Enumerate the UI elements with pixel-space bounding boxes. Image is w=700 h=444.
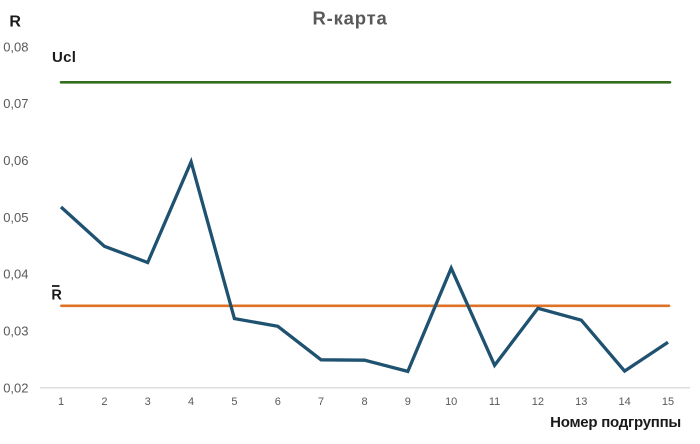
svg-text:12: 12	[532, 396, 544, 408]
svg-text:10: 10	[445, 396, 457, 408]
svg-text:Ucl: Ucl	[52, 49, 76, 66]
svg-text:0,08: 0,08	[3, 39, 28, 54]
svg-text:11: 11	[489, 396, 500, 408]
svg-text:2: 2	[101, 396, 107, 408]
svg-text:0,05: 0,05	[3, 210, 28, 225]
svg-text:0,06: 0,06	[3, 153, 28, 168]
svg-text:9: 9	[405, 396, 411, 408]
svg-text:4: 4	[188, 396, 194, 408]
svg-text:8: 8	[361, 396, 367, 408]
svg-text:6: 6	[275, 396, 281, 408]
svg-text:7: 7	[318, 396, 324, 408]
svg-text:0,04: 0,04	[3, 267, 28, 282]
svg-text:0,02: 0,02	[3, 380, 28, 395]
svg-text:14: 14	[618, 396, 630, 408]
svg-text:3: 3	[145, 396, 151, 408]
svg-text:15: 15	[662, 396, 674, 408]
svg-text:1: 1	[58, 396, 64, 408]
svg-text:Номер подгруппы: Номер подгруппы	[550, 414, 681, 431]
svg-text:R: R	[51, 287, 62, 303]
svg-text:5: 5	[231, 396, 237, 408]
svg-text:R: R	[9, 13, 21, 30]
svg-text:0,03: 0,03	[3, 324, 28, 339]
svg-text:R-карта: R-карта	[312, 8, 387, 29]
svg-text:0,07: 0,07	[3, 96, 28, 111]
svg-text:13: 13	[575, 396, 587, 408]
